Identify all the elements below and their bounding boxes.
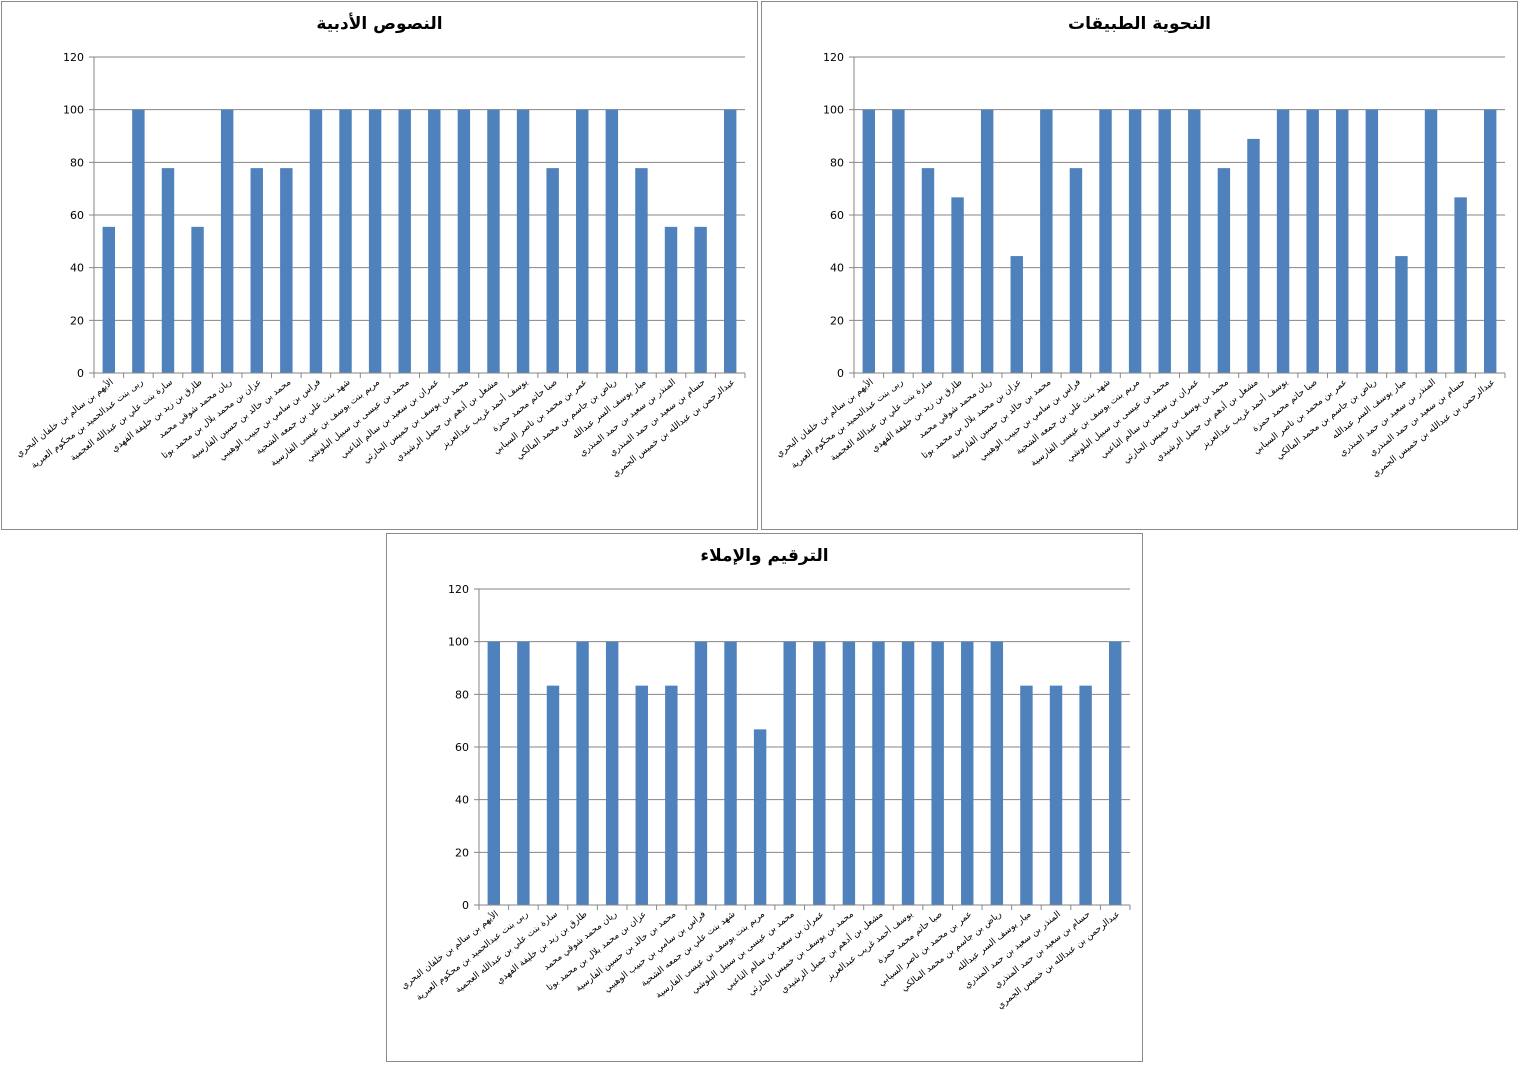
bar	[813, 641, 826, 905]
bar	[161, 168, 175, 373]
x-category-label: ربى بنت عبدالحميد بن محكوم العبرية	[30, 377, 146, 470]
y-tick-label: 120	[448, 583, 469, 596]
bar	[220, 109, 234, 374]
bar	[516, 109, 530, 374]
bar	[191, 226, 204, 373]
x-category-label: ربى بنت عبدالحميد بن محكوم العبرية	[415, 909, 531, 1002]
bar	[665, 685, 678, 905]
y-tick-label: 60	[830, 209, 844, 222]
y-tick-label: 40	[830, 262, 844, 275]
chart-panel-literary-texts: النصوص الأدبية 0 20 40 60 80 100 120 الأيهم بن …	[1, 1, 758, 530]
bar	[1217, 168, 1231, 373]
bar	[961, 641, 974, 905]
bar	[517, 641, 530, 905]
bar	[921, 168, 935, 373]
chart-panel-punctuation-spelling: الترقيم والإملاء 0 20 40 60 80 100 120 الأيهم ب…	[386, 533, 1143, 1062]
bar	[368, 109, 382, 374]
y-tick-label: 60	[455, 741, 469, 754]
y-tick-label: 120	[823, 51, 844, 64]
y-tick-label: 80	[70, 156, 84, 169]
bar	[694, 641, 708, 905]
bar	[605, 641, 619, 905]
bar	[635, 685, 648, 905]
y-tick-label: 100	[823, 104, 844, 117]
bar	[1069, 168, 1083, 373]
bar	[250, 168, 263, 373]
y-tick-label: 40	[455, 794, 469, 807]
bar	[1306, 109, 1319, 374]
bar	[487, 109, 500, 374]
bar	[1010, 256, 1023, 373]
bar	[1424, 109, 1438, 374]
bar	[1099, 109, 1112, 374]
bar	[546, 685, 560, 905]
y-tick-label: 60	[70, 209, 84, 222]
bar	[1128, 109, 1142, 374]
y-tick-label: 0	[77, 367, 84, 380]
bar	[280, 168, 293, 373]
y-tick-label: 20	[830, 314, 844, 327]
bar	[1365, 109, 1379, 374]
bar	[1079, 685, 1092, 905]
bar	[694, 226, 707, 373]
bar	[1188, 109, 1201, 374]
bar	[605, 109, 619, 374]
bar	[892, 109, 905, 374]
bar	[980, 109, 994, 374]
y-tick-label: 40	[70, 262, 84, 275]
y-tick-label: 20	[70, 314, 84, 327]
bar	[901, 641, 915, 905]
chart-title: النصوص الأدبية	[316, 14, 443, 34]
y-tick-label: 120	[63, 51, 84, 64]
y-tick-label: 80	[455, 688, 469, 701]
bar	[576, 641, 589, 905]
bar	[1108, 641, 1122, 905]
y-tick-label: 100	[448, 636, 469, 649]
bar	[457, 109, 471, 374]
bar	[931, 641, 944, 905]
bar	[309, 109, 323, 374]
bar	[1336, 109, 1349, 374]
y-tick-label: 100	[63, 104, 84, 117]
x-category-label: ربى بنت عبدالحميد بن محكوم العبرية	[790, 377, 906, 470]
y-tick-label: 80	[830, 156, 844, 169]
bar	[664, 226, 678, 373]
bar	[1040, 109, 1053, 374]
bar	[1020, 685, 1033, 905]
chart-title: النحوية الطبيقات	[1067, 14, 1212, 34]
bar	[635, 168, 648, 373]
bar	[783, 641, 796, 905]
y-tick-label: 0	[462, 899, 469, 912]
bar	[1049, 685, 1063, 905]
bar	[990, 641, 1004, 905]
bar	[753, 729, 767, 905]
bar	[724, 641, 737, 905]
y-tick-label: 0	[837, 367, 844, 380]
bar	[872, 641, 885, 905]
bar	[428, 109, 441, 374]
chart-title: الترقيم والإملاء	[700, 546, 829, 566]
bar	[842, 641, 856, 905]
bar	[1158, 109, 1171, 374]
bar	[1395, 256, 1408, 373]
bar	[576, 109, 589, 374]
bar	[951, 197, 964, 373]
bar	[546, 168, 559, 373]
chart-panel-grammar-applications: النحوية الطبيقات 0 20 40 60 80 100 120 الأيهم ب…	[761, 1, 1518, 530]
bar	[398, 109, 411, 374]
bar	[723, 109, 737, 374]
bar	[1483, 109, 1497, 374]
bar	[862, 109, 876, 374]
bar	[1276, 109, 1290, 374]
y-tick-label: 20	[455, 846, 469, 859]
bar	[487, 641, 501, 905]
bar	[1454, 197, 1467, 373]
bar	[132, 109, 145, 374]
bar	[1247, 138, 1260, 373]
bar	[339, 109, 352, 374]
bar	[102, 226, 116, 373]
